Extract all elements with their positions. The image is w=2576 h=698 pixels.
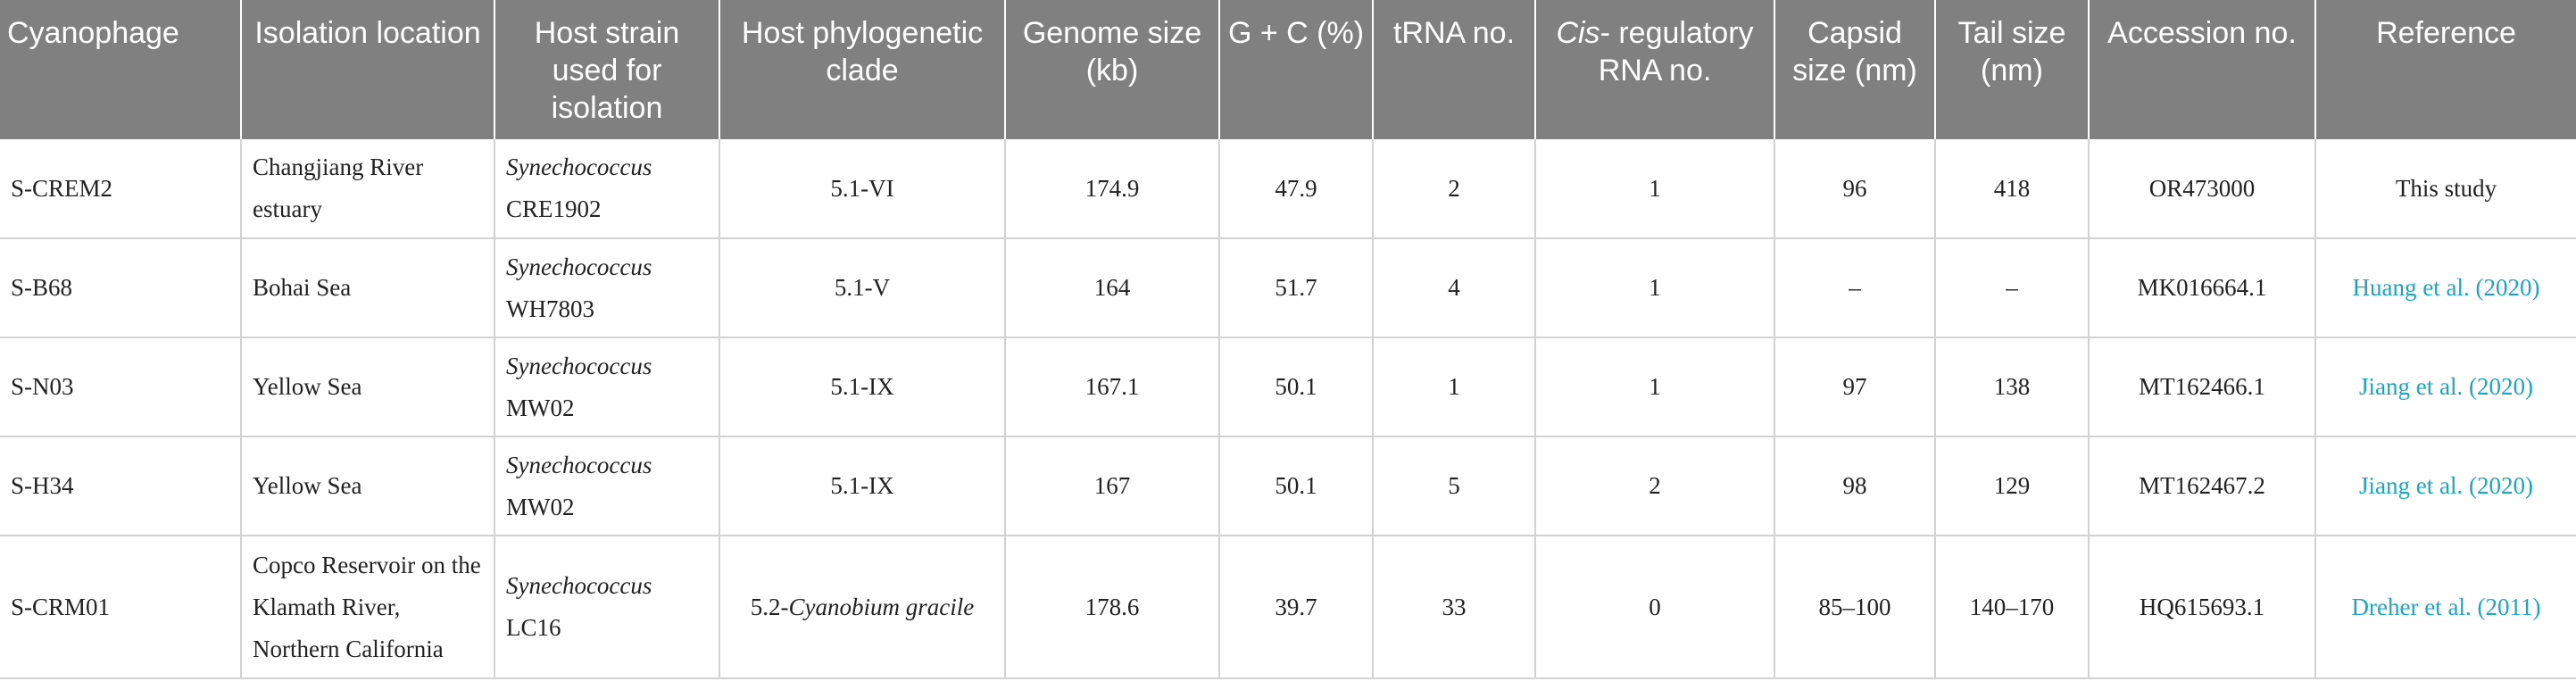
cell-cis: 1	[1535, 238, 1775, 338]
table-row: S-N03 Yellow Sea Synechococcus MW02 5.1-I…	[0, 337, 2576, 437]
header-cis-italic: Cis	[1556, 16, 1600, 50]
cell-cis: 0	[1535, 536, 1775, 679]
cell-cis: 1	[1535, 139, 1775, 239]
table-row: S-CRM01 Copco Reservoir on the Klamath R…	[0, 536, 2576, 679]
cell-tail: 418	[1935, 139, 2090, 239]
cell-capsid: 96	[1774, 139, 1936, 239]
header-tail-size: Tail size (nm)	[1935, 0, 2090, 139]
cell-tail: 140–170	[1935, 536, 2090, 679]
cell-trna: 5	[1373, 436, 1536, 536]
header-cis-rest: regulatory RNA no.	[1598, 16, 1754, 87]
cell-capsid: 98	[1774, 436, 1936, 536]
table-row: S-CREM2 Changjiang River estuary Synecho…	[0, 139, 2576, 239]
cell-phage: S-CRM01	[0, 536, 242, 679]
cell-gc: 47.9	[1219, 139, 1374, 239]
cell-accession: MK016664.1	[2089, 238, 2316, 338]
cell-location: Yellow Sea	[241, 436, 495, 536]
cell-phage: S-CREM2	[0, 139, 242, 239]
cell-host-strain: Synechococcus WH7803	[494, 238, 720, 338]
cell-tail: –	[1935, 238, 2090, 338]
cell-location: Bohai Sea	[241, 238, 495, 338]
cell-accession: MT162466.1	[2089, 337, 2316, 437]
cell-tail: 129	[1935, 436, 2090, 536]
cell-reference: This study	[2315, 139, 2576, 239]
cell-capsid: 85–100	[1774, 536, 1936, 679]
header-reference: Reference	[2315, 0, 2576, 139]
cell-accession: HQ615693.1	[2089, 536, 2316, 679]
cell-location: Copco Reservoir on the Klamath River, No…	[241, 536, 495, 679]
header-cis-dash: -	[1600, 16, 1610, 50]
cell-clade: 5.1-VI	[719, 139, 1006, 239]
cell-tail: 138	[1935, 337, 2090, 437]
cell-genome: 167.1	[1005, 337, 1220, 437]
header-gc-content: G + C (%)	[1219, 0, 1374, 139]
cell-trna: 33	[1373, 536, 1536, 679]
table-row: S-H34 Yellow Sea Synechococcus MW02 5.1-I…	[0, 436, 2576, 536]
cell-accession: MT162467.2	[2089, 436, 2316, 536]
cyanophage-table: Cyanophage Isolation location Host strai…	[0, 0, 2576, 679]
header-isolation-location: Isolation location	[241, 0, 495, 139]
cell-clade: 5.1-V	[719, 238, 1006, 338]
cell-clade: 5.2-Cyanobium gracile	[719, 536, 1006, 679]
cell-host-strain: Synechococcus MW02	[494, 337, 720, 437]
cell-phage: S-N03	[0, 337, 242, 437]
header-row: Cyanophage Isolation location Host strai…	[0, 0, 2576, 139]
table-row: S-B68 Bohai Sea Synechococcus WH7803 5.1-…	[0, 238, 2576, 338]
cell-genome: 164	[1005, 238, 1220, 338]
cell-clade: 5.1-IX	[719, 337, 1006, 437]
cell-phage: S-H34	[0, 436, 242, 536]
cell-trna: 4	[1373, 238, 1536, 338]
table-body: S-CREM2 Changjiang River estuary Synecho…	[0, 139, 2576, 679]
reference-link[interactable]: Dreher et al. (2011)	[2315, 536, 2576, 679]
cell-gc: 39.7	[1219, 536, 1374, 679]
cell-trna: 2	[1373, 139, 1536, 239]
cell-capsid: –	[1774, 238, 1936, 338]
cell-gc: 50.1	[1219, 436, 1374, 536]
cell-capsid: 97	[1774, 337, 1936, 437]
header-cis-regulatory: Cis- regulatory RNA no.	[1535, 0, 1775, 139]
cell-gc: 51.7	[1219, 238, 1374, 338]
cell-cis: 1	[1535, 337, 1775, 437]
reference-link[interactable]: Huang et al. (2020)	[2315, 238, 2576, 338]
cell-genome: 174.9	[1005, 139, 1220, 239]
cell-genome: 178.6	[1005, 536, 1220, 679]
table-header: Cyanophage Isolation location Host strai…	[0, 0, 2576, 139]
cell-host-strain: Synechococcus LC16	[494, 536, 720, 679]
cell-accession: OR473000	[2089, 139, 2316, 239]
cell-cis: 2	[1535, 436, 1775, 536]
reference-link[interactable]: Jiang et al. (2020)	[2315, 337, 2576, 437]
cell-phage: S-B68	[0, 238, 242, 338]
header-cyanophage: Cyanophage	[0, 0, 242, 139]
header-genome-size: Genome size (kb)	[1005, 0, 1220, 139]
header-trna: tRNA no.	[1373, 0, 1536, 139]
reference-link[interactable]: Jiang et al. (2020)	[2315, 436, 2576, 536]
cell-trna: 1	[1373, 337, 1536, 437]
cell-host-strain: Synechococcus CRE1902	[494, 139, 720, 239]
cell-genome: 167	[1005, 436, 1220, 536]
header-host-clade: Host phylogenetic clade	[719, 0, 1006, 139]
cell-location: Yellow Sea	[241, 337, 495, 437]
cell-gc: 50.1	[1219, 337, 1374, 437]
header-accession: Accession no.	[2089, 0, 2316, 139]
cell-host-strain: Synechococcus MW02	[494, 436, 720, 536]
header-capsid-size: Capsid size (nm)	[1774, 0, 1936, 139]
cell-location: Changjiang River estuary	[241, 139, 495, 239]
header-host-strain: Host strain used for isolation	[494, 0, 720, 139]
cell-clade: 5.1-IX	[719, 436, 1006, 536]
